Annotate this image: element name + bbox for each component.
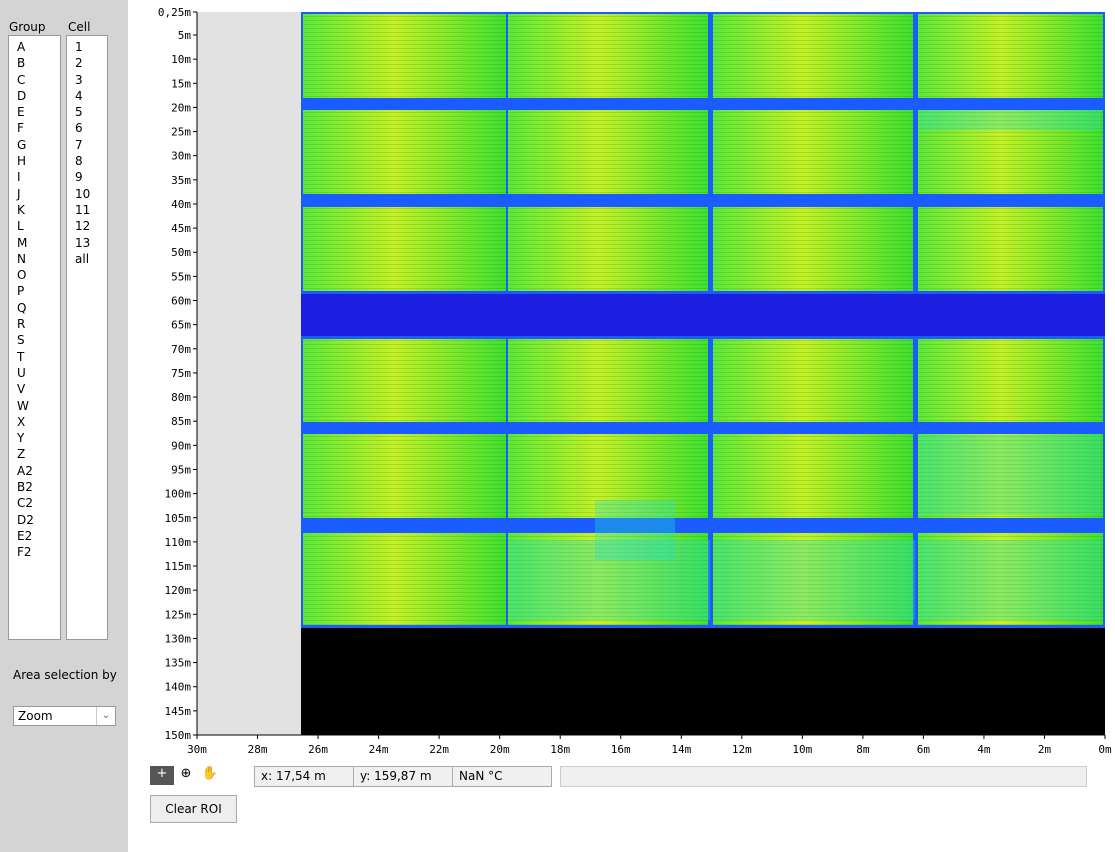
x-tick-label: 28m	[248, 743, 268, 756]
y-tick-label: 65m	[171, 319, 191, 332]
y-tick-label: 120m	[165, 584, 192, 597]
panel-texture	[713, 339, 913, 422]
cool-region	[920, 110, 1100, 130]
panel-texture	[713, 14, 913, 98]
toolbar: +⊕✋	[150, 766, 232, 787]
y-tick-label: 140m	[165, 681, 192, 694]
panel-texture	[918, 207, 1103, 291]
x-tick-label: 12m	[732, 743, 752, 756]
y-tick-label: 80m	[171, 391, 191, 404]
cursor-tool[interactable]: +	[150, 766, 174, 785]
y-field: y: 159,87 m	[353, 766, 453, 787]
zoom-tool[interactable]: ⊕	[174, 766, 198, 781]
y-tick-label: 30m	[171, 150, 191, 163]
y-tick-label: 60m	[171, 295, 191, 308]
y-tick-label: 150m	[165, 729, 192, 742]
y-tick-label: 75m	[171, 367, 191, 380]
y-tick-label: 20m	[171, 101, 191, 114]
y-tick-label: 90m	[171, 439, 191, 452]
x-tick-label: 6m	[917, 743, 931, 756]
y-tick-label: 25m	[171, 126, 191, 139]
panel-texture	[713, 207, 913, 291]
y-tick-label: 50m	[171, 246, 191, 259]
panel-texture	[508, 110, 708, 194]
x-tick-label: 8m	[856, 743, 870, 756]
y-tick-label: 0,25m	[158, 6, 191, 19]
cool-region	[920, 540, 1100, 620]
y-tick-label: 15m	[171, 77, 191, 90]
panel-texture	[918, 14, 1103, 98]
panel-texture	[508, 339, 708, 422]
panel-texture	[303, 533, 506, 625]
panel-texture	[713, 110, 913, 194]
y-tick-label: 115m	[165, 560, 192, 573]
y-tick-label: 125m	[165, 608, 192, 621]
x-tick-label: 2m	[1038, 743, 1052, 756]
x-tick-label: 14m	[671, 743, 691, 756]
y-tick-label: 105m	[165, 512, 192, 525]
y-tick-label: 110m	[165, 536, 192, 549]
x-tick-label: 26m	[308, 743, 328, 756]
x-tick-label: 18m	[550, 743, 570, 756]
x-tick-label: 24m	[369, 743, 389, 756]
y-tick-label: 45m	[171, 222, 191, 235]
x-tick-label: 16m	[611, 743, 631, 756]
x-tick-label: 4m	[977, 743, 991, 756]
pan-tool[interactable]: ✋	[198, 766, 222, 781]
y-tick-label: 100m	[165, 488, 192, 501]
y-tick-label: 10m	[171, 53, 191, 66]
panel-texture	[303, 207, 506, 291]
y-tick-label: 55m	[171, 270, 191, 283]
panel-texture	[303, 14, 506, 98]
cool-region	[510, 540, 710, 620]
y-tick-label: 40m	[171, 198, 191, 211]
panel-texture	[508, 14, 708, 98]
cool-region	[920, 435, 1100, 515]
y-tick-label: 70m	[171, 343, 191, 356]
empty-area	[197, 12, 301, 735]
panel-texture	[303, 434, 506, 518]
cool-region	[715, 540, 915, 620]
temp-field: NaN °C	[452, 766, 552, 787]
cold-band	[301, 294, 1105, 336]
page: Group Cell ABCDEFGHIJKLMNOPQRSTUVWXYZA2B…	[0, 0, 1115, 852]
panel-texture	[918, 339, 1103, 422]
y-tick-label: 85m	[171, 415, 191, 428]
y-tick-label: 130m	[165, 632, 192, 645]
y-tick-label: 35m	[171, 174, 191, 187]
x-tick-label: 20m	[490, 743, 510, 756]
y-tick-label: 135m	[165, 657, 192, 670]
panel-texture	[303, 110, 506, 194]
no-data-area	[301, 628, 1105, 735]
x-tick-label: 10m	[792, 743, 812, 756]
plot[interactable]: 0,25m 5m 10m 15m 20m 25m 30m 35m 40m 45m 50m 55m 60m…	[0, 0, 1115, 765]
clear-roi-button[interactable]: Clear ROI	[150, 795, 237, 823]
y-tick-label: 95m	[171, 463, 191, 476]
y-tick-label: 5m	[178, 29, 192, 42]
x-tick-label: 22m	[429, 743, 449, 756]
x-tick-label: 30m	[187, 743, 207, 756]
panel-texture	[713, 434, 913, 518]
x-tick-label: 0m	[1098, 743, 1112, 756]
scrollbar[interactable]	[560, 766, 1087, 787]
x-field: x: 17,54 m	[254, 766, 354, 787]
y-tick-label: 145m	[165, 705, 192, 718]
panel-texture	[303, 339, 506, 422]
panel-texture	[508, 207, 708, 291]
